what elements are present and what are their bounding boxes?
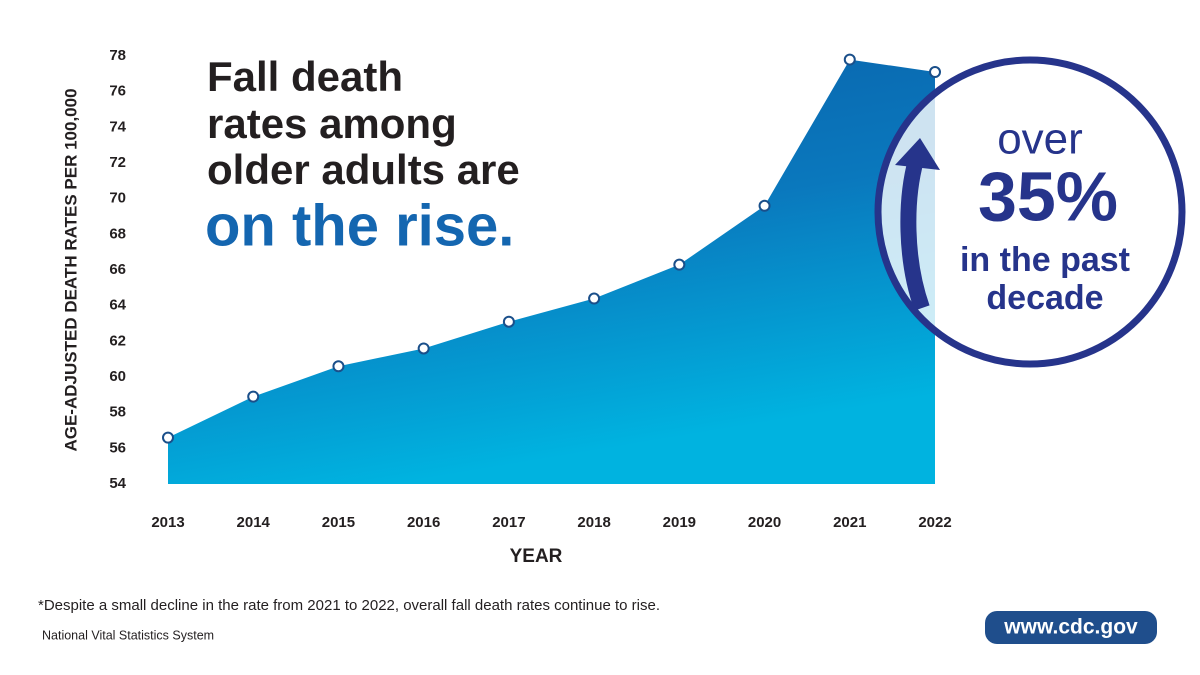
x-tick-label: 2013 xyxy=(151,514,184,531)
callout-circle xyxy=(874,56,1186,368)
x-tick-label: 2015 xyxy=(322,514,355,531)
y-tick-label: 78 xyxy=(109,47,126,64)
callout-figure: 35% xyxy=(978,157,1118,235)
source: National Vital Statistics System xyxy=(42,628,214,642)
x-tick-label: 2022 xyxy=(918,514,951,531)
y-tick-label: 56 xyxy=(109,439,126,456)
y-tick-label: 62 xyxy=(109,332,126,349)
title-line: rates among xyxy=(207,100,457,147)
x-axis-label: YEAR xyxy=(510,546,563,567)
y-tick-label: 58 xyxy=(109,404,126,421)
title-line: older adults are xyxy=(207,146,520,193)
x-tick-label: 2021 xyxy=(833,514,866,531)
point xyxy=(843,53,856,66)
y-tick-label: 66 xyxy=(109,261,126,278)
y-tick-label: 74 xyxy=(109,118,126,135)
point xyxy=(417,342,430,355)
x-tick-label: 2017 xyxy=(492,514,525,531)
title-highlight: on the rise. xyxy=(205,193,514,258)
x-tick-label: 2018 xyxy=(577,514,610,531)
point xyxy=(588,292,601,305)
website: www.cdc.gov xyxy=(1003,616,1138,639)
callout-top: over xyxy=(997,115,1083,164)
title-line: Fall death xyxy=(207,53,403,100)
x-tick-label: 2016 xyxy=(407,514,440,531)
area xyxy=(168,59,935,485)
y-tick-label: 54 xyxy=(109,475,126,492)
point xyxy=(673,258,686,271)
x-tick-label: 2019 xyxy=(663,514,696,531)
website-badge xyxy=(985,611,1157,644)
x-tick-label: 2014 xyxy=(237,514,271,531)
footnote: *Despite a small decline in the rate fro… xyxy=(38,597,660,614)
point xyxy=(247,390,260,403)
callout-line: in the past xyxy=(960,241,1130,279)
y-tick-label: 70 xyxy=(109,190,126,207)
callout-arrow xyxy=(900,157,930,311)
y-tick-label: 72 xyxy=(109,154,126,171)
callout-arrowhead xyxy=(895,138,940,170)
point xyxy=(502,315,515,328)
point xyxy=(332,360,345,373)
y-tick-label: 60 xyxy=(109,368,126,385)
callout-line: decade xyxy=(986,279,1103,317)
y-tick-label: 64 xyxy=(109,297,126,314)
point xyxy=(929,66,941,79)
y-axis-label: AGE-ADJUSTED DEATH RATES PER 100,000 xyxy=(61,88,80,451)
point xyxy=(162,431,174,444)
y-tick-label: 76 xyxy=(109,83,126,100)
y-tick-label: 68 xyxy=(109,225,126,242)
x-tick-label: 2020 xyxy=(748,514,781,531)
point xyxy=(758,199,771,212)
